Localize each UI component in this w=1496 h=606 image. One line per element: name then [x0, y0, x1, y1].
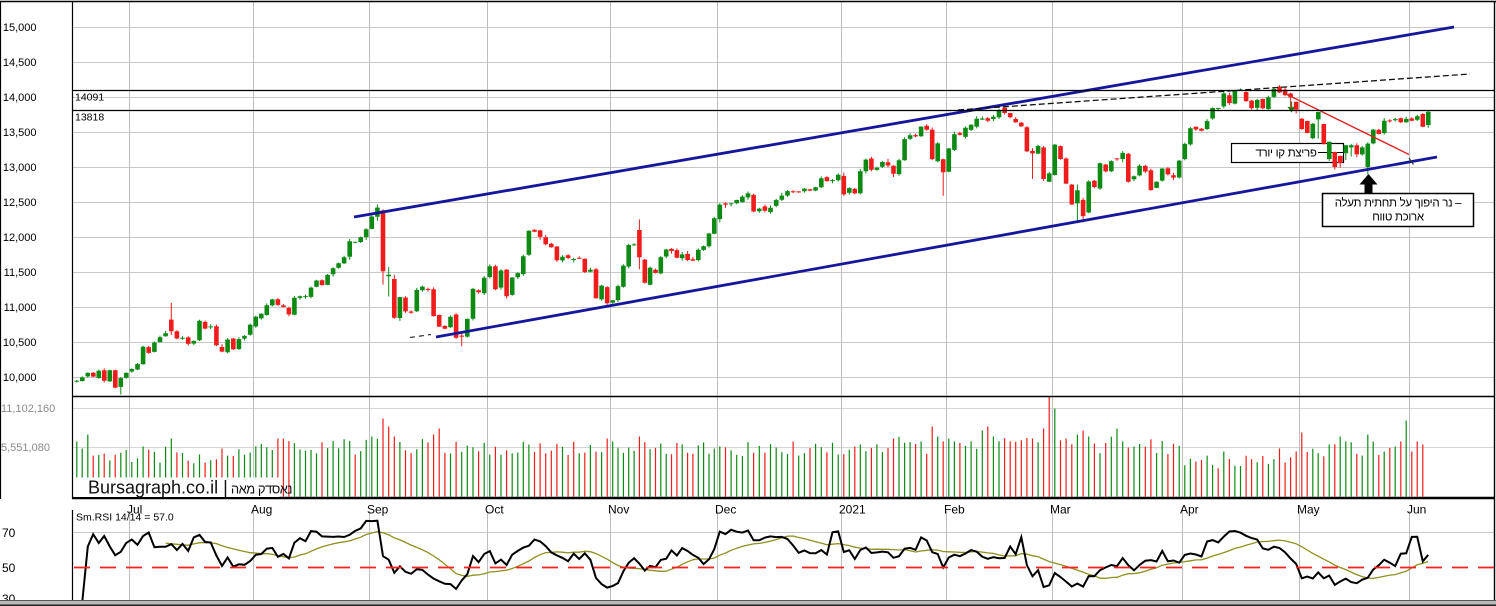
svg-text:May: May	[1297, 503, 1320, 517]
svg-text:14,500: 14,500	[3, 57, 37, 69]
svg-text:Mar: Mar	[1050, 503, 1071, 517]
svg-text:Jul: Jul	[127, 503, 142, 517]
svg-text:14,000: 14,000	[3, 92, 37, 104]
svg-text:Nov: Nov	[608, 503, 629, 517]
svg-text:13818: 13818	[75, 112, 104, 124]
svg-text:Apr: Apr	[1180, 503, 1199, 517]
svg-text:10,000: 10,000	[3, 372, 37, 384]
svg-text:Feb: Feb	[944, 503, 965, 517]
svg-text:Bursagraph.co.il | נאסדק מאה: Bursagraph.co.il | נאסדק מאה	[88, 478, 292, 498]
svg-text:11,500: 11,500	[4, 267, 37, 279]
svg-text:14091: 14091	[75, 92, 104, 104]
svg-text:Jun: Jun	[1407, 503, 1426, 517]
svg-text:13,000: 13,000	[3, 162, 37, 174]
svg-text:פריצת קו יורד: פריצת קו יורד	[1255, 148, 1316, 160]
svg-text:13,500: 13,500	[3, 127, 37, 139]
svg-text:ארוכת טווח: ארוכת טווח	[1372, 212, 1425, 224]
svg-text:נר היפוך על תחתית תעלה –: נר היפוך על תחתית תעלה –	[1335, 197, 1462, 210]
svg-text:Aug: Aug	[251, 503, 272, 517]
svg-text:10,500: 10,500	[3, 337, 37, 349]
svg-text:12,000: 12,000	[3, 232, 37, 244]
svg-text:11,000: 11,000	[4, 302, 37, 314]
svg-text:Sep: Sep	[367, 503, 389, 517]
svg-text:50: 50	[2, 561, 16, 575]
svg-text:Dec: Dec	[715, 503, 736, 517]
svg-text:Sm.RSI 14/14 = 57.0: Sm.RSI 14/14 = 57.0	[76, 512, 174, 524]
svg-text:11,102,160: 11,102,160	[1, 403, 55, 415]
svg-text:5,551,080: 5,551,080	[1, 442, 50, 454]
svg-text:2021: 2021	[839, 503, 866, 517]
svg-text:70: 70	[2, 526, 16, 540]
svg-text:15,000: 15,000	[3, 22, 37, 34]
svg-text:12,500: 12,500	[3, 197, 37, 209]
svg-text:Oct: Oct	[485, 503, 504, 517]
